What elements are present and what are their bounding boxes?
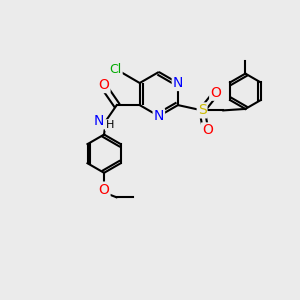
Text: Cl: Cl bbox=[110, 63, 122, 76]
Text: N: N bbox=[173, 76, 183, 90]
Text: S: S bbox=[198, 103, 206, 117]
Text: N: N bbox=[94, 114, 104, 128]
Text: O: O bbox=[99, 78, 110, 92]
Text: N: N bbox=[154, 109, 164, 123]
Text: H: H bbox=[106, 120, 114, 130]
Text: O: O bbox=[210, 86, 221, 100]
Text: O: O bbox=[99, 183, 110, 196]
Text: O: O bbox=[202, 123, 213, 137]
